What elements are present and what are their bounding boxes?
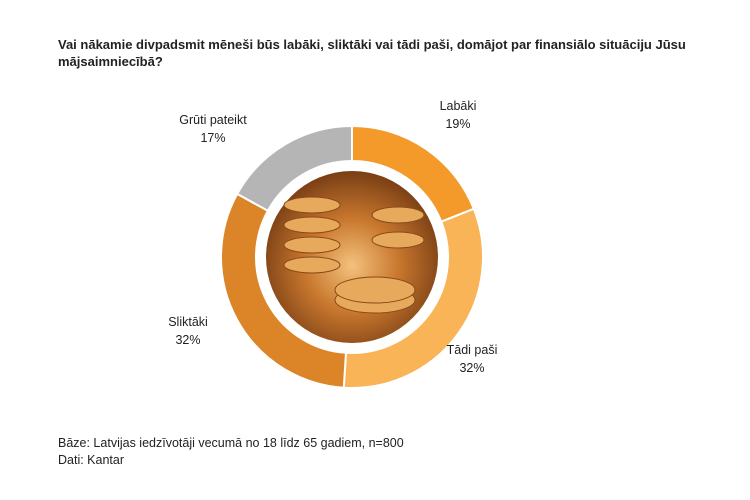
slice-label: Sliktāki [168, 315, 208, 329]
value-label: 32% [175, 333, 200, 347]
footnote: Dati: Kantar [58, 453, 125, 467]
chart-title: Vai nākamie divpadsmit mēneši būs labāki… [58, 37, 686, 69]
donut-slice [235, 124, 353, 213]
slice-label: Tādi paši [447, 343, 498, 357]
footnote: Bāze: Latvijas iedzīvotāji vecumā no 18 … [58, 436, 404, 450]
coin-stack [283, 196, 425, 314]
center-image [266, 171, 438, 343]
donut [220, 124, 484, 389]
value-label: 32% [459, 361, 484, 375]
slice-label: Grūti pateikt [179, 113, 247, 127]
value-label: 19% [445, 117, 470, 131]
slice-label: Labāki [440, 99, 477, 113]
value-label: 17% [200, 131, 225, 145]
